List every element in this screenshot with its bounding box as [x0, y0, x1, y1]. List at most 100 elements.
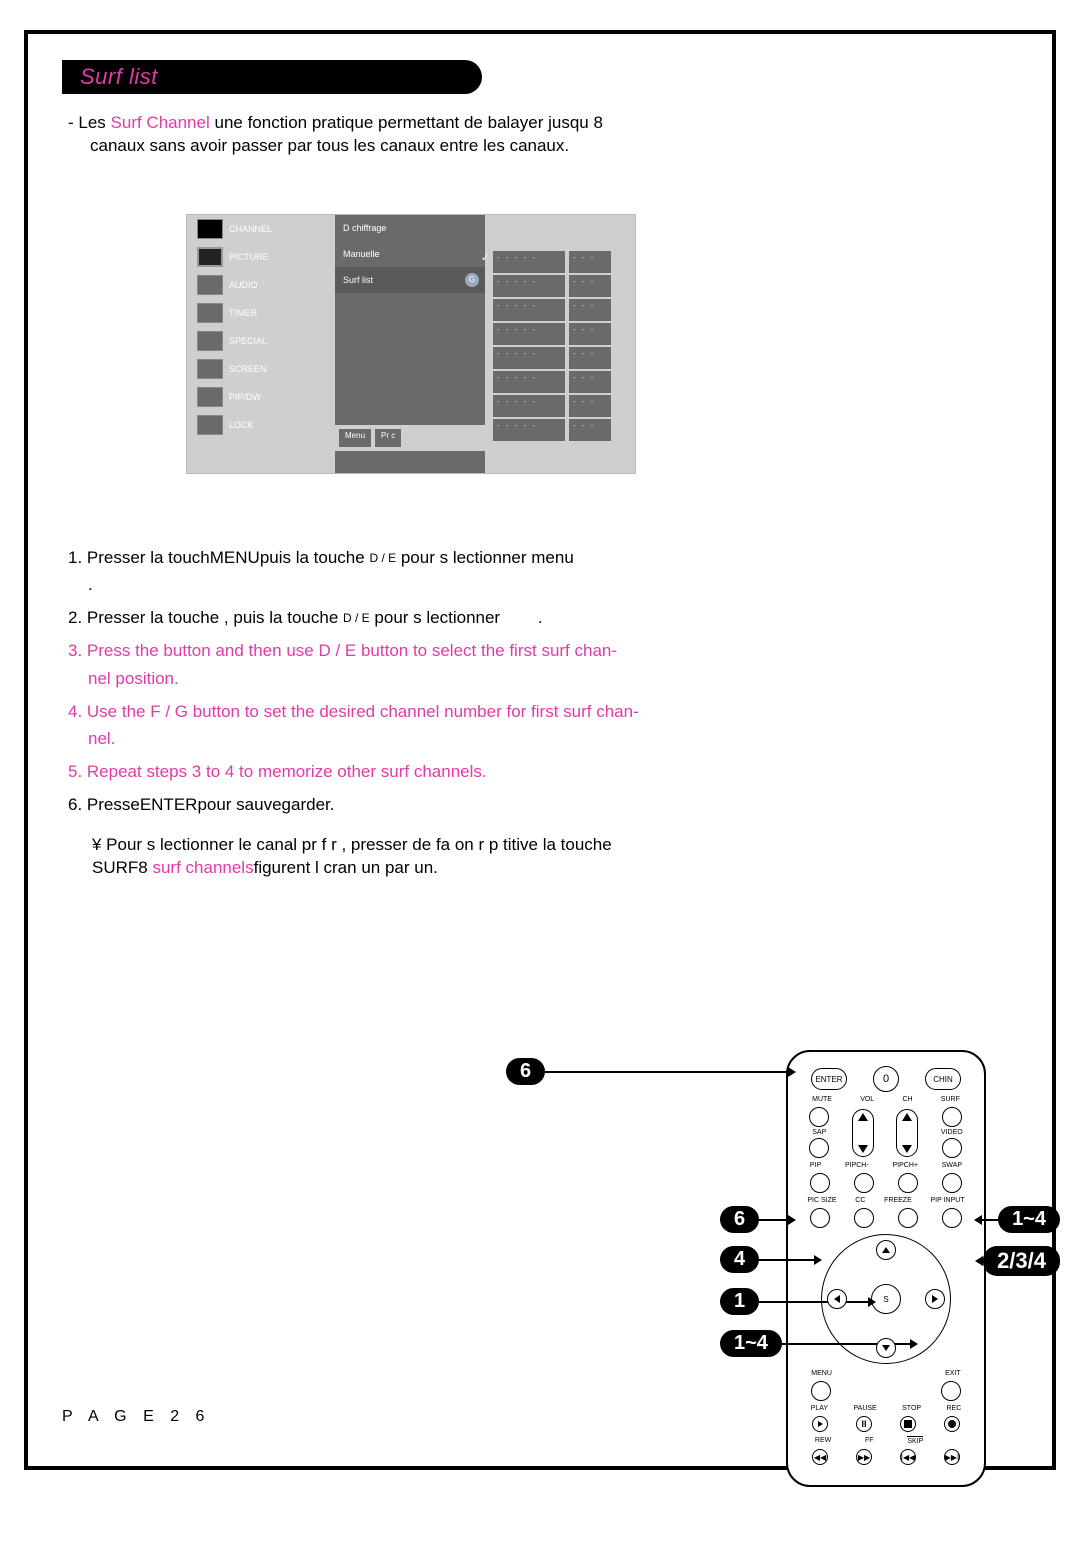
dpad-up[interactable] [876, 1240, 896, 1260]
mute-button[interactable] [809, 1107, 829, 1127]
ff-button[interactable]: ▶▶ [856, 1449, 872, 1465]
pipinput-button[interactable] [942, 1208, 962, 1228]
arrow-icon [975, 1256, 983, 1266]
note-line1: ¥ Pour s lectionner le canal pr f r , pr… [92, 835, 612, 854]
swap-button[interactable] [942, 1173, 962, 1193]
list-item: - - - - -- - - [485, 251, 635, 273]
freeze-button[interactable] [898, 1208, 918, 1228]
callout-label: 6 [506, 1058, 545, 1085]
intro-rest2: canaux sans avoir passer par tous les ca… [90, 135, 569, 158]
cc-button[interactable] [854, 1208, 874, 1228]
step-5: 5. Repeat steps 3 to 4 to memorize other… [68, 758, 788, 785]
sap-button[interactable] [809, 1138, 829, 1158]
pip-icon [197, 387, 223, 407]
list-item: - - - - -- - - [485, 299, 635, 321]
osd-btn-menu: Menu [339, 429, 371, 447]
play-button[interactable] [812, 1416, 828, 1432]
pip-button[interactable] [810, 1173, 830, 1193]
step-1: 1. Presser la touchMENUpuis la touche D … [68, 544, 788, 598]
dpad-right[interactable] [925, 1289, 945, 1309]
steps-list: 1. Presser la touchMENUpuis la touche D … [68, 544, 788, 819]
up-icon [882, 1247, 890, 1253]
menu-button[interactable] [811, 1381, 831, 1401]
intro-highlight: Surf Channel [106, 113, 215, 132]
dpad-center[interactable]: S [871, 1284, 901, 1314]
rew-button[interactable]: ◀◀ [812, 1449, 828, 1465]
up-icon [902, 1113, 912, 1121]
surf-col: VIDEO [941, 1107, 963, 1158]
osd-screenshot: CHANNEL PICTURE AUDIO TIMER SPECIAL SCRE… [186, 214, 636, 474]
ch-rocker[interactable] [896, 1109, 918, 1157]
note-highlight: surf channels [152, 858, 253, 877]
list-item: - - - - -- - - [485, 419, 635, 441]
video-button[interactable] [942, 1138, 962, 1158]
page-frame: Surf list - Les Surf Channel une fonctio… [24, 30, 1056, 1470]
intro-prefix: - Les [68, 113, 106, 132]
remote-row-menuexit: MENU EXIT [798, 1370, 974, 1377]
enter-button[interactable]: ENTER [811, 1068, 847, 1090]
pipchp-button[interactable] [898, 1173, 918, 1193]
skip-back-button[interactable]: I◀◀ [900, 1449, 916, 1465]
page-number: P A G E 2 6 [62, 1408, 210, 1426]
pip-label: PIP [810, 1162, 821, 1169]
list-item: - - - - -- - - [485, 395, 635, 417]
dpad-down[interactable] [876, 1338, 896, 1358]
special-icon [197, 331, 223, 351]
screen-icon [197, 359, 223, 379]
list-cell: - - - [569, 395, 611, 417]
osd-label: AUDIO [229, 280, 258, 290]
list-cell: - - - - - [493, 347, 565, 369]
list-cell: - - - [569, 323, 611, 345]
audio-icon [197, 275, 223, 295]
timer-icon [197, 303, 223, 323]
list-cell: - - - [569, 419, 611, 441]
pipchm-button[interactable] [854, 1173, 874, 1193]
stop-button[interactable] [900, 1416, 916, 1432]
surf-button[interactable] [942, 1107, 962, 1127]
sap-label: SAP [812, 1129, 826, 1136]
zero-button[interactable]: 0 [873, 1066, 899, 1092]
leader-line [759, 1219, 788, 1221]
down-icon [858, 1145, 868, 1153]
remote-row-menuexit-btn [798, 1381, 974, 1401]
t: 6. Presse [68, 795, 140, 814]
remote-row-volch: SAP VIDEO [798, 1107, 974, 1158]
callout-label: 4 [720, 1246, 759, 1273]
remote-row-labels1: MUTE VOL CH SURF [798, 1096, 974, 1103]
arrow-icon [788, 1067, 796, 1077]
skip-fwd-button[interactable]: ▶▶I [944, 1449, 960, 1465]
note-block: ¥ Pour s lectionner le canal pr f r , pr… [92, 833, 772, 881]
osd-menu-pipdw: PIP/DW [187, 383, 335, 411]
surf-label: SURF [941, 1096, 960, 1103]
rec-button[interactable] [944, 1416, 960, 1432]
step-4: 4. Use the F / G button to set the desir… [68, 698, 788, 752]
step-2: 2. Presser la touche , puis la touche D … [68, 604, 788, 631]
arrow-icon [974, 1215, 982, 1225]
remote-row-pb-labels: PLAY PAUSE STOP REC [798, 1405, 974, 1412]
chin-button[interactable]: CHIN [925, 1068, 961, 1090]
osd-submenu: D chiffrage Manuelle Surf listG Menu Pr … [335, 215, 485, 473]
rew-icon: ◀◀ [814, 1453, 826, 1462]
osd-label: CHANNEL [229, 224, 272, 234]
t: pour s lectionner menu [396, 548, 574, 567]
t: nel position. [88, 669, 179, 688]
dpad-left[interactable] [827, 1289, 847, 1309]
video-label: VIDEO [941, 1129, 963, 1136]
pause-button[interactable]: II [856, 1416, 872, 1432]
play-icon [818, 1421, 823, 1427]
osd-menu-timer: TIMER [187, 299, 335, 327]
remote-row-labels3: PIC SIZE CC FREEZE PIP INPUT [798, 1197, 974, 1204]
vol-rocker[interactable] [852, 1109, 874, 1157]
t: , puis la touche [219, 608, 338, 627]
osd-menu-channel: CHANNEL [187, 215, 335, 243]
remote-row-pip [798, 1173, 974, 1193]
exit-button[interactable] [941, 1381, 961, 1401]
callout-1-4-right: 1~4 [974, 1206, 1060, 1233]
stop-label: STOP [902, 1405, 921, 1412]
remote-row-top: ENTER 0 CHIN [798, 1066, 974, 1092]
callout-label: 6 [720, 1206, 759, 1233]
note-l2a: SURF8 [92, 858, 152, 877]
picsize-button[interactable] [810, 1208, 830, 1228]
list-cell: - - - - - [493, 299, 565, 321]
left-icon [834, 1295, 840, 1303]
